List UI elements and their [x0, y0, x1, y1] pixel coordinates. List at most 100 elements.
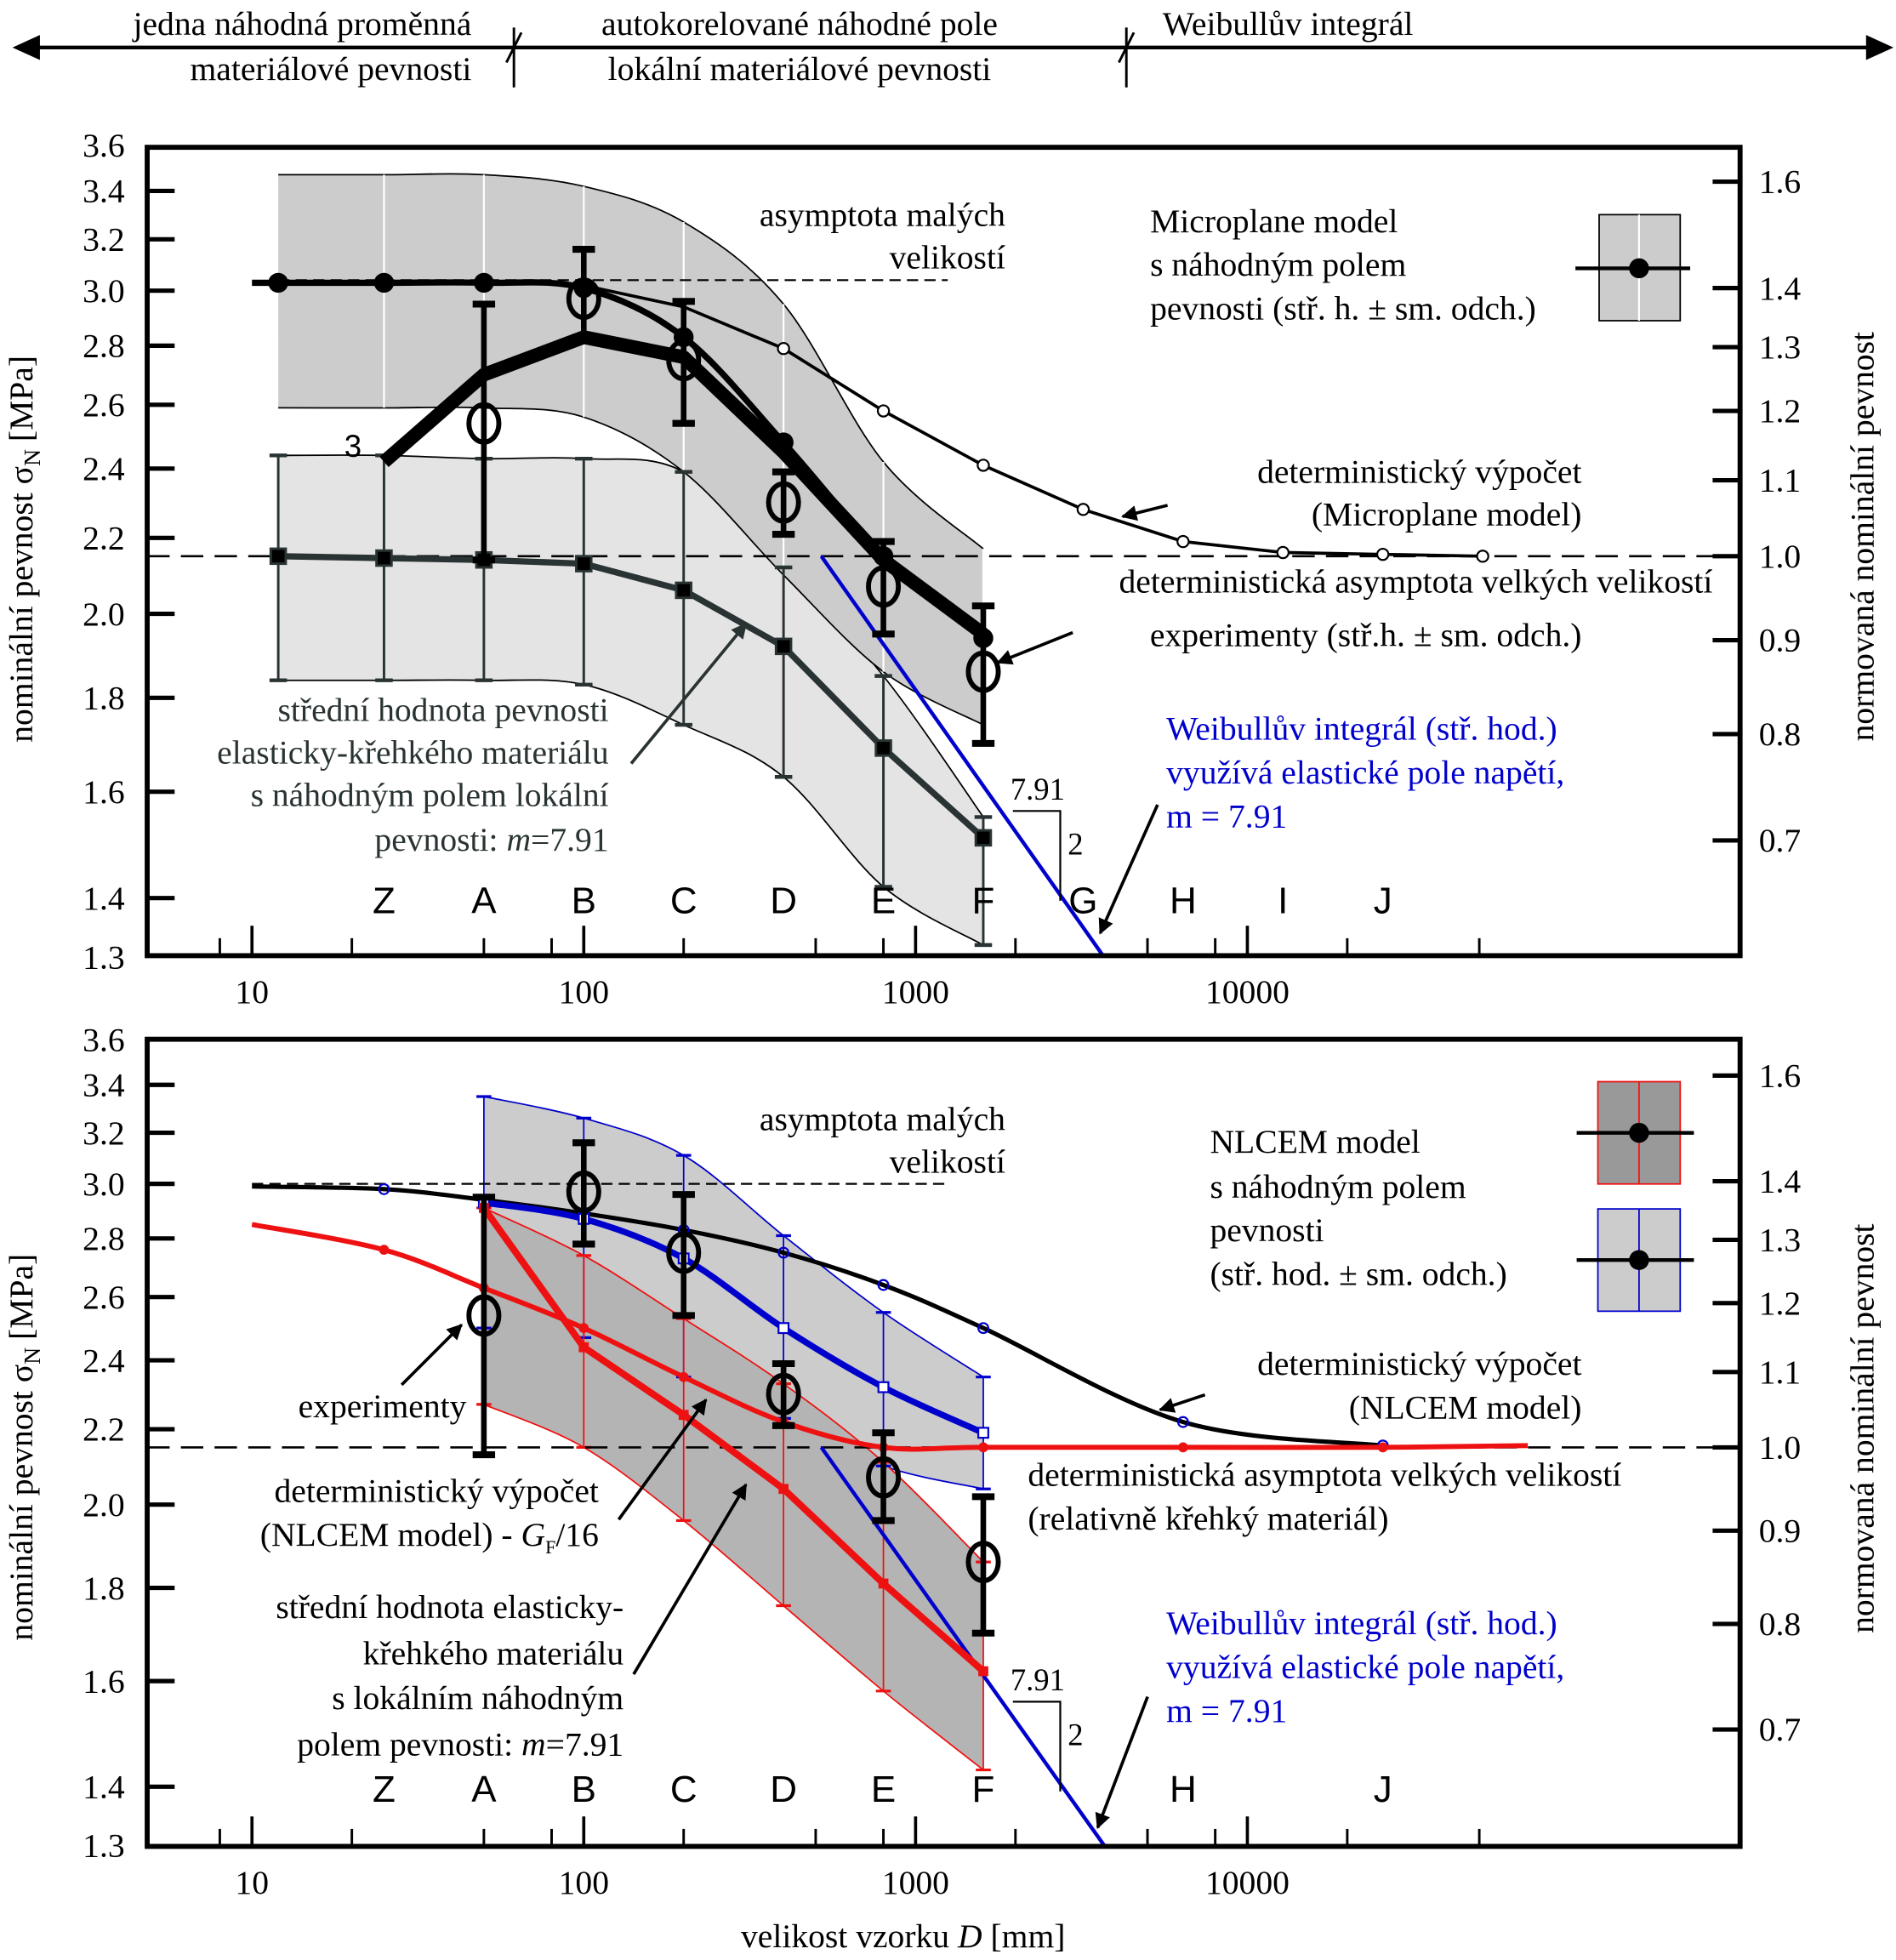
bottom-size-label-F: F: [972, 1769, 995, 1810]
bottom-deterministic-marker: [378, 1182, 390, 1195]
top-elastic-brittle-mean-marker: [269, 547, 288, 566]
bottom-size-label-H: H: [1170, 1769, 1197, 1810]
bottom-y-tick-label: 1.3: [83, 1826, 124, 1864]
bottom-large-asymptote-line1: deterministická asymptota velkých veliko…: [1028, 1456, 1621, 1494]
top-legend-swatch: [1575, 214, 1691, 322]
top-elastic-brittle-line3: s náhodným polem lokální: [251, 776, 609, 813]
top-x-tick-label: 10000: [1205, 973, 1290, 1011]
top-size-label-I: I: [1278, 880, 1288, 921]
top-microplane-band-fill: [278, 174, 984, 726]
top-weibull-line3: m = 7.91: [1166, 797, 1287, 835]
bottom-red-mean-marker: [878, 1578, 889, 1589]
bottom-y-tick-label: 3.2: [83, 1114, 124, 1152]
bottom-y-tick-label: 2.8: [83, 1220, 124, 1257]
bottom-arrow-det-calc: [1159, 1393, 1206, 1413]
bottom-y2-tick-label: 0.8: [1759, 1605, 1801, 1643]
chart-top-panel: 3.6 3.4 3.2 3.0 2.8 2.6 2.4 2.2 2.0 1.8 1.6 1.4 1.3 1…: [3, 127, 1881, 1011]
bottom-y-tick-label: 3.6: [83, 1021, 124, 1058]
bottom-size-label-D: D: [770, 1769, 797, 1810]
bottom-legend-red-marker: [1629, 1122, 1649, 1143]
top-label-3: 3: [344, 429, 362, 464]
top-small-asymptote-line1: asymptota malých: [760, 197, 1005, 234]
top-y-tick-label: 1.4: [83, 880, 125, 917]
top-y2-tick-label: 1.2: [1759, 392, 1801, 430]
top-size-label-J: J: [1374, 880, 1392, 921]
bottom-x-tick-label: 10000: [1205, 1864, 1290, 1901]
top-y2-tick-label: 1.0: [1759, 538, 1801, 575]
bottom-x-tick-label: 10: [235, 1864, 269, 1901]
bottom-deterministic-line: [252, 1184, 1384, 1448]
bottom-red-mean-marker: [978, 1666, 988, 1677]
top-size-label-Z: Z: [373, 880, 396, 921]
bottom-legend-line2: s náhodným polem: [1210, 1168, 1466, 1205]
bottom-experiment-marker: [965, 1541, 1001, 1584]
bottom-elastic-brittle-line4: polem pevnosti: m=7.91: [297, 1725, 623, 1763]
top-y-axis-label: nominální pevnost σN[MPa]: [3, 356, 46, 743]
top-experiment-marker: [666, 339, 702, 382]
top-elastic-brittle-mean-marker: [874, 739, 892, 757]
top-elastic-brittle-mean-marker: [974, 829, 993, 847]
top-y-tick-label: 3.6: [83, 127, 124, 164]
top-deterministic-marker: [1476, 550, 1489, 563]
bottom-size-label-Z: Z: [373, 1769, 396, 1810]
top-x-tick-label: 1000: [882, 973, 949, 1011]
bottom-legend-line3: pevnosti: [1210, 1211, 1324, 1249]
top-y-tick-label: 2.2: [83, 520, 124, 557]
bottom-weibull-line1: Weibullův integrál (stř. hod.): [1166, 1604, 1557, 1642]
top-x-tick-label: 100: [559, 973, 609, 1011]
top-size-label-B: B: [572, 880, 596, 921]
top-y-tick-label: 2.0: [83, 595, 124, 633]
top-det-calc-line1: deterministický výpočet: [1257, 453, 1581, 491]
header-regions: jedna náhodná proměnná materiálové pevno…: [12, 5, 1894, 88]
bottom-deterministic-marker: [877, 1279, 890, 1291]
top-y-tick-label: 2.6: [83, 386, 124, 424]
bottom-y-axis-label: nominální pevnost σN[MPa]: [3, 1254, 46, 1641]
top-elastic-brittle-mean-line: [278, 553, 986, 840]
bottom-slope-run-label: 7.91: [1011, 1662, 1065, 1697]
bottom-y-tick-label: 2.0: [83, 1486, 124, 1524]
bottom-legend-line4: (stř. hod. ± sm. odch.): [1210, 1256, 1506, 1293]
top-size-label-F: F: [972, 880, 995, 921]
top-legend-marker: [1629, 258, 1649, 279]
bottom-y2-tick-label: 1.2: [1759, 1285, 1801, 1322]
top-y2-tick-label: 1.6: [1759, 163, 1801, 201]
top-deterministic-marker: [777, 342, 790, 356]
top-experiment-marker: [965, 650, 1001, 693]
header-region-1-line2: materiálové pevnosti: [191, 50, 472, 88]
bottom-det-calc-line1: deterministický výpočet: [1257, 1345, 1581, 1382]
bottom-gf16-marker: [678, 1371, 689, 1382]
top-size-label-H: H: [1170, 880, 1197, 921]
bottom-x-axis-label: velikost vzorku D [mm]: [741, 1917, 1065, 1955]
top-slope-rise-label: 2: [1068, 827, 1083, 862]
top-size-label-E: E: [871, 880, 896, 921]
bottom-elastic-brittle-line1: střední hodnota elasticky-: [276, 1588, 623, 1626]
bottom-experiment-marker: [466, 1294, 502, 1337]
header-region-3-line1: Weibullův integrál: [1163, 5, 1414, 43]
bottom-gf16-marker: [379, 1245, 390, 1256]
top-y2-tick-label: 1.3: [1759, 328, 1801, 366]
top-arrow-experiments: [996, 630, 1073, 665]
bottom-y-tick-label: 1.8: [83, 1570, 124, 1607]
bottom-annotations: nominální pevnost σN[MPa] normovaná nomi…: [3, 1101, 1881, 1956]
top-size-label-C: C: [670, 880, 697, 921]
bottom-y2-tick-label: 0.9: [1759, 1513, 1801, 1550]
bottom-gf16-marker: [1377, 1442, 1388, 1453]
top-y2-axis-label: normovaná nominální pevnost: [1844, 332, 1882, 741]
top-deterministic-marker: [1076, 503, 1090, 516]
header-divider-1-slash: [505, 31, 523, 64]
top-experiment-marker: [766, 481, 801, 524]
bottom-weibull-line3: m = 7.91: [1166, 1692, 1287, 1729]
bottom-elastic-brittle-line3: s lokálním náhodným: [332, 1679, 623, 1717]
top-elastic-brittle-mean-marker: [675, 581, 692, 600]
bottom-blue-mean-marker: [877, 1381, 890, 1393]
top-microplane-mean-marker: [474, 272, 494, 293]
top-y2-tick-label: 1.1: [1759, 462, 1801, 499]
bottom-arrow-weibull: [1095, 1695, 1149, 1830]
top-elastic-brittle-mean-marker: [375, 549, 393, 567]
bottom-y-tick-label: 3.0: [83, 1165, 124, 1203]
bottom-experiment-marker: [666, 1231, 702, 1274]
bottom-y-tick-label: 2.2: [83, 1410, 124, 1448]
bottom-arrow-experiments: [400, 1324, 463, 1387]
bottom-deterministic-marker: [777, 1246, 790, 1259]
bottom-y-tick-label: 2.6: [83, 1279, 124, 1316]
